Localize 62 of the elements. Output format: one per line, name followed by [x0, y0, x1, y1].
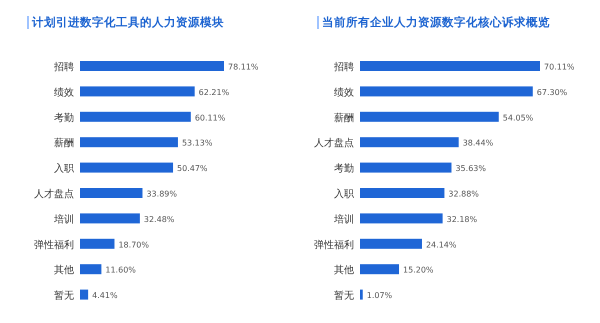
- data-label: 60.11%: [194, 113, 226, 122]
- bar: [360, 188, 444, 198]
- bar: [360, 137, 459, 148]
- bar: [360, 238, 422, 249]
- y-tick-label: 暂无: [334, 290, 354, 302]
- data-label: 38.44%: [462, 138, 494, 148]
- y-tick-label: 暂无: [54, 290, 74, 302]
- bar: [80, 61, 224, 71]
- data-label: 54.05%: [502, 113, 534, 122]
- y-tick-label: 招聘: [333, 61, 354, 73]
- chart-title: 计划引进数字化工具的人力资源模块: [31, 15, 224, 29]
- data-label: 4.41%: [92, 291, 118, 300]
- y-tick-label: 弹性福利: [314, 238, 354, 251]
- y-tick-label: 培训: [53, 213, 74, 226]
- y-tick-label: 入职: [334, 188, 354, 200]
- bar: [360, 290, 363, 300]
- data-label: 11.60%: [105, 266, 136, 275]
- data-label: 78.11%: [228, 62, 259, 72]
- bar: [360, 86, 533, 96]
- data-label: 53.13%: [182, 138, 213, 148]
- data-label: 50.47%: [177, 164, 208, 174]
- bar: [80, 86, 195, 96]
- bar: [360, 61, 540, 71]
- bar: [80, 162, 174, 173]
- data-label: 18.70%: [118, 240, 150, 250]
- data-label: 32.88%: [448, 190, 480, 198]
- bar: [360, 112, 499, 122]
- y-tick-label: 绩效: [54, 86, 74, 98]
- bar: [360, 264, 400, 274]
- y-tick-label: 弹性福利: [34, 238, 74, 251]
- y-tick-label: 薪酬: [334, 112, 354, 124]
- y-tick-label: 招聘: [53, 61, 74, 73]
- data-label: 32.18%: [446, 214, 478, 224]
- chart-title: 当前所有企业人力资源数字化核心诉求概览: [322, 15, 550, 29]
- data-label: 33.89%: [146, 190, 178, 198]
- data-label: 15.20%: [403, 266, 434, 275]
- bar: [80, 137, 178, 148]
- data-label: 1.07%: [366, 291, 393, 300]
- data-label: 32.48%: [144, 214, 175, 224]
- bar: [80, 188, 142, 198]
- bar: [80, 238, 114, 249]
- y-tick-label: 培训: [333, 213, 354, 226]
- data-label: 35.63%: [455, 164, 486, 174]
- bar: [80, 264, 102, 274]
- bar: [80, 213, 140, 224]
- y-tick-label: 入职: [54, 162, 74, 175]
- bar: [80, 112, 191, 122]
- bar: [80, 290, 88, 300]
- y-tick-label: 薪酬: [54, 137, 74, 150]
- y-tick-label: 考勤: [334, 162, 354, 175]
- data-label: 70.11%: [544, 62, 575, 72]
- y-tick-label: 绩效: [334, 86, 354, 98]
- data-label: 67.30%: [536, 88, 568, 97]
- bar: [360, 213, 443, 224]
- y-tick-label: 其他: [334, 264, 354, 276]
- y-tick-label: 人才盘点: [34, 188, 74, 200]
- y-tick-label: 考勤: [54, 112, 74, 124]
- y-tick-label: 其他: [54, 264, 74, 276]
- data-label: 62.21%: [198, 88, 230, 97]
- data-label: 24.14%: [426, 240, 457, 250]
- bar: [360, 162, 452, 173]
- y-tick-label: 人才盘点: [314, 137, 354, 150]
